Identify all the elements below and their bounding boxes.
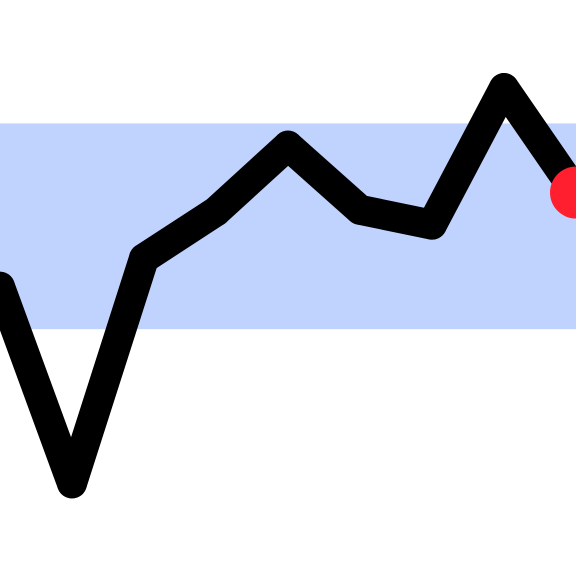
data-point: [57, 468, 87, 499]
last-point-marker: [550, 166, 576, 219]
data-point: [129, 243, 159, 274]
marker-layer: [550, 166, 576, 219]
data-point: [345, 194, 375, 225]
series-line-layer: [0, 73, 576, 499]
data-point: [273, 130, 303, 161]
data-point: [489, 73, 519, 104]
data-point: [201, 196, 231, 227]
data-point: [417, 209, 447, 240]
data-point: [0, 271, 15, 302]
